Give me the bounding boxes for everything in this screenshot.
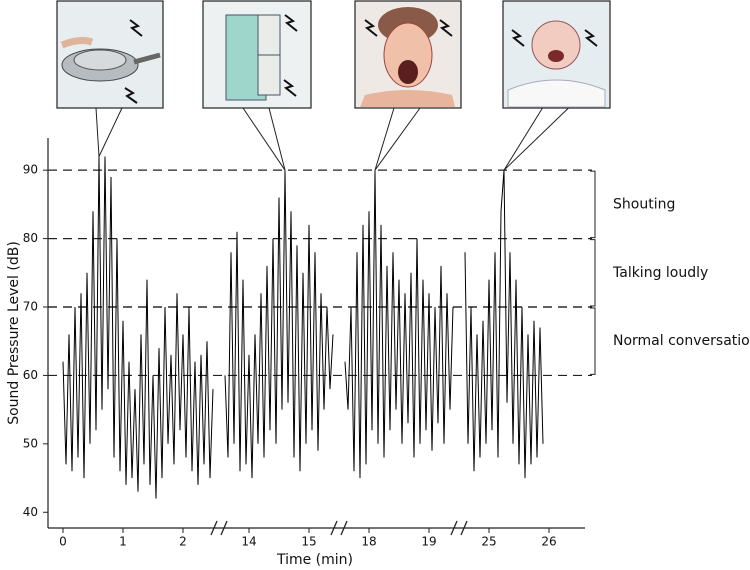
axis-break bbox=[210, 520, 228, 536]
y-tick-label: 40 bbox=[23, 505, 38, 519]
x-tick-label: 19 bbox=[421, 535, 436, 549]
sound-level-line bbox=[62, 156, 214, 499]
x-tick-label: 25 bbox=[481, 535, 496, 549]
y-tick-label: 60 bbox=[23, 368, 38, 382]
sound-level-line bbox=[464, 170, 544, 479]
y-axis-label: Sound Pressure Level (dB) bbox=[6, 241, 22, 425]
x-tick-label: 14 bbox=[241, 535, 256, 549]
axis-break bbox=[330, 520, 348, 536]
sound-level-line bbox=[344, 170, 454, 479]
x-tick-label: 15 bbox=[301, 535, 316, 549]
x-tick-label: 26 bbox=[541, 535, 556, 549]
axis-break bbox=[450, 520, 468, 536]
illustration-baby bbox=[502, 0, 611, 109]
callout bbox=[242, 107, 286, 171]
x-tick-label: 0 bbox=[59, 535, 67, 549]
sound-level-line bbox=[224, 170, 334, 479]
illustration-shouting-woman bbox=[354, 0, 462, 109]
x-tick-label: 2 bbox=[179, 535, 187, 549]
callout bbox=[503, 107, 569, 171]
x-axis-label: Time (min) bbox=[276, 552, 353, 568]
band-label: Shouting bbox=[613, 196, 675, 212]
y-tick-label: 90 bbox=[23, 163, 38, 177]
band-bracket bbox=[590, 239, 596, 307]
callout bbox=[374, 107, 421, 171]
y-tick-label: 80 bbox=[23, 231, 38, 245]
band-bracket bbox=[590, 170, 596, 239]
band-label: Talking loudly bbox=[612, 265, 708, 281]
x-tick-label: 1 bbox=[119, 535, 127, 549]
band-label: Normal conversation bbox=[613, 333, 750, 349]
illustrations bbox=[56, 0, 611, 109]
illustration-cabinet bbox=[202, 0, 312, 109]
y-tick-label: 70 bbox=[23, 300, 38, 314]
x-tick-label: 18 bbox=[361, 535, 376, 549]
band-bracket bbox=[590, 307, 596, 375]
illustration-pan bbox=[56, 0, 164, 109]
y-tick-label: 50 bbox=[23, 436, 38, 450]
callout bbox=[95, 107, 123, 157]
